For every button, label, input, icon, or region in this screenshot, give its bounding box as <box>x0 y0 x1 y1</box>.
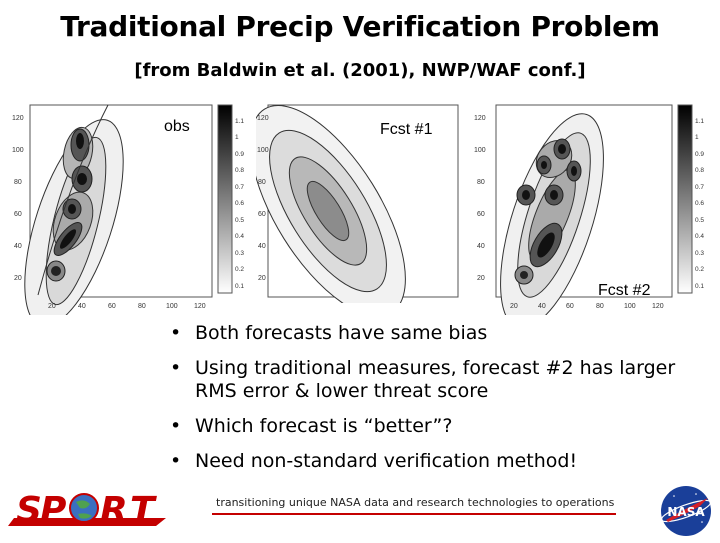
colorbar-2: 1.1 1 0.9 0.8 0.7 0.6 0.5 0.4 0.3 0.2 0.… <box>676 103 718 299</box>
obs-label: obs <box>164 118 190 135</box>
svg-text:1.1: 1.1 <box>235 118 244 125</box>
svg-text:20: 20 <box>510 303 518 310</box>
svg-text:60: 60 <box>258 211 266 218</box>
svg-text:0.4: 0.4 <box>695 233 704 240</box>
fcst2-x-axis: 20 40 60 80 100 120 <box>510 303 664 310</box>
svg-text:120: 120 <box>12 115 24 122</box>
svg-text:0.9: 0.9 <box>235 151 244 158</box>
svg-text:0.4: 0.4 <box>235 233 244 240</box>
svg-text:40: 40 <box>78 303 86 310</box>
svg-text:0.2: 0.2 <box>235 266 244 273</box>
svg-text:0.1: 0.1 <box>235 283 244 290</box>
svg-text:0.5: 0.5 <box>235 217 244 224</box>
svg-text:120: 120 <box>257 115 269 122</box>
svg-text:T: T <box>130 490 157 531</box>
svg-text:100: 100 <box>166 303 178 310</box>
svg-text:0.5: 0.5 <box>695 217 704 224</box>
svg-text:120: 120 <box>194 303 206 310</box>
svg-text:80: 80 <box>596 303 604 310</box>
svg-text:60: 60 <box>108 303 116 310</box>
svg-text:20: 20 <box>48 303 56 310</box>
bullet-item: Need non-standard verification method! <box>168 450 688 473</box>
fcst1-panel: 120 100 80 60 40 20 Fcst #1 <box>256 103 464 303</box>
svg-text:0.1: 0.1 <box>695 283 704 290</box>
svg-text:1.1: 1.1 <box>695 118 704 125</box>
svg-text:0.3: 0.3 <box>235 250 244 257</box>
nasa-logo: NASA <box>656 484 716 543</box>
svg-text:120: 120 <box>474 115 486 122</box>
bullet-list: Both forecasts have same bias Using trad… <box>168 322 688 485</box>
svg-text:80: 80 <box>138 303 146 310</box>
svg-text:0.6: 0.6 <box>235 200 244 207</box>
bullet-item: Using traditional measures, forecast #2 … <box>168 357 688 403</box>
footer-divider <box>212 513 616 515</box>
svg-text:NASA: NASA <box>667 505 705 519</box>
fcst2-y-axis: 120 100 80 60 40 20 <box>474 115 486 282</box>
svg-text:R: R <box>100 490 128 531</box>
svg-text:40: 40 <box>14 243 22 250</box>
fcst1-y-axis: 120 100 80 60 40 20 <box>257 115 269 282</box>
bullet-item: Both forecasts have same bias <box>168 322 688 345</box>
slide-title: Traditional Precip Verification Problem <box>60 10 660 43</box>
svg-text:60: 60 <box>14 211 22 218</box>
slide-subtitle: [from Baldwin et al. (2001), NWP/WAF con… <box>134 60 586 81</box>
svg-text:60: 60 <box>477 211 485 218</box>
svg-text:40: 40 <box>258 243 266 250</box>
fcst2-panel: 120 100 80 60 40 20 20 40 60 80 100 120 … <box>462 103 674 315</box>
obs-y-axis: 120 100 80 60 40 20 <box>12 115 24 282</box>
svg-text:0.6: 0.6 <box>695 200 704 207</box>
bullet-item: Which forecast is “better”? <box>168 415 688 438</box>
svg-text:0.2: 0.2 <box>695 266 704 273</box>
fcst1-label: Fcst #1 <box>380 121 433 138</box>
footer-tagline: transitioning unique NASA data and resea… <box>216 496 615 509</box>
obs-panel: 120 100 80 60 40 20 20 40 60 80 100 120 … <box>8 103 254 315</box>
colorbar-1: 1.1 1 0.9 0.8 0.7 0.6 0.5 0.4 0.3 0.2 0.… <box>216 103 256 299</box>
svg-text:80: 80 <box>477 179 485 186</box>
svg-text:100: 100 <box>474 147 486 154</box>
svg-text:20: 20 <box>14 275 22 282</box>
fcst2-label: Fcst #2 <box>598 282 651 299</box>
svg-text:0.8: 0.8 <box>235 167 244 174</box>
obs-x-axis: 20 40 60 80 100 120 <box>48 303 206 310</box>
svg-text:1: 1 <box>695 134 699 141</box>
svg-text:80: 80 <box>14 179 22 186</box>
svg-text:0.9: 0.9 <box>695 151 704 158</box>
svg-text:20: 20 <box>258 275 266 282</box>
svg-text:S: S <box>16 490 42 531</box>
svg-text:60: 60 <box>566 303 574 310</box>
svg-text:0.7: 0.7 <box>695 184 704 191</box>
svg-text:40: 40 <box>538 303 546 310</box>
svg-text:40: 40 <box>477 243 485 250</box>
svg-text:0.3: 0.3 <box>695 250 704 257</box>
svg-text:100: 100 <box>12 147 24 154</box>
svg-text:100: 100 <box>624 303 636 310</box>
svg-text:80: 80 <box>258 179 266 186</box>
svg-text:1: 1 <box>235 134 239 141</box>
svg-text:0.7: 0.7 <box>235 184 244 191</box>
svg-text:P: P <box>40 490 66 531</box>
svg-text:20: 20 <box>477 275 485 282</box>
sport-logo: S P R T <box>6 488 186 537</box>
svg-text:0.8: 0.8 <box>695 167 704 174</box>
svg-text:120: 120 <box>652 303 664 310</box>
svg-text:100: 100 <box>257 147 269 154</box>
obs-contours <box>24 104 124 315</box>
